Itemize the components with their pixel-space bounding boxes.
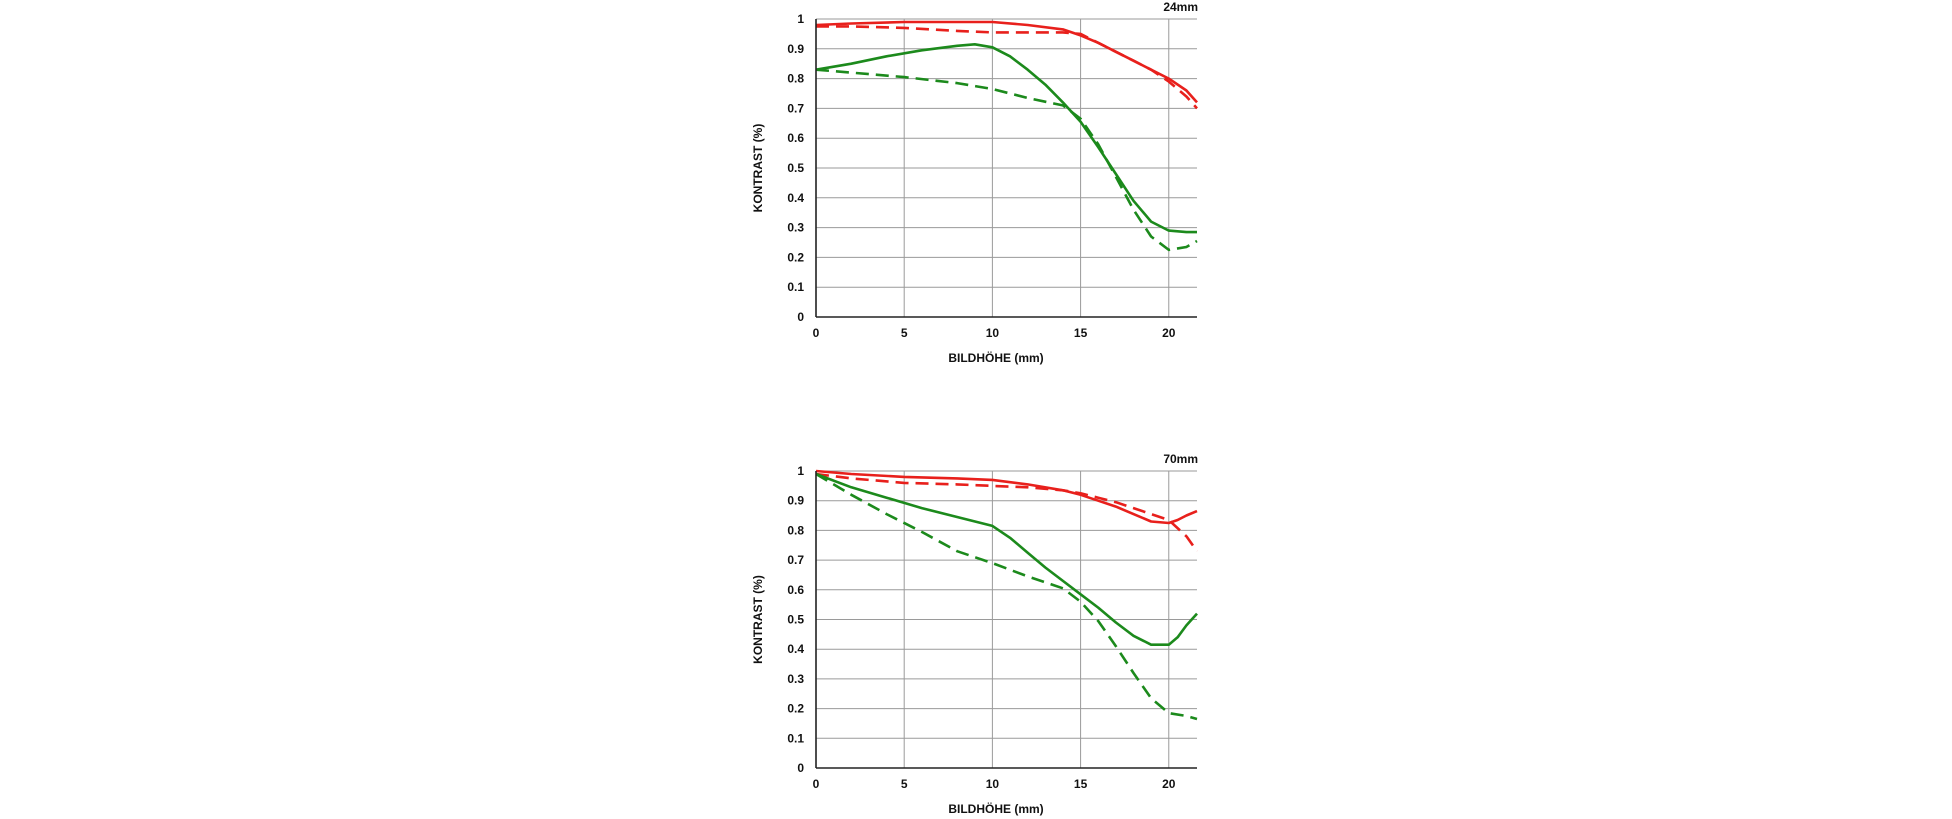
y-tick-label: 1 xyxy=(797,12,804,26)
series-red-dashed xyxy=(815,472,1199,552)
y-tick-label: 0.9 xyxy=(787,42,804,56)
x-tick-label: 20 xyxy=(1162,326,1176,340)
x-axis-label: BILDHÖHE (mm) xyxy=(948,801,1043,816)
x-tick-label: 15 xyxy=(1074,326,1088,340)
series-green-dashed xyxy=(815,68,1198,252)
y-tick-label: 0.3 xyxy=(787,672,804,686)
series-green-dashed xyxy=(815,472,1198,721)
x-tick-label: 5 xyxy=(901,777,908,791)
y-tick-label: 0 xyxy=(797,761,804,775)
x-tick-label: 20 xyxy=(1162,777,1176,791)
x-tick-label: 10 xyxy=(986,326,1000,340)
chart-1: 00.10.20.30.40.50.60.70.80.910 5 10 15 20BIL… xyxy=(751,0,1198,365)
y-tick-label: 0.4 xyxy=(787,191,804,205)
y-tick-label: 0.1 xyxy=(787,280,804,294)
y-tick-label: 0.3 xyxy=(787,221,804,235)
y-tick-label: 0.7 xyxy=(787,553,804,567)
y-tick-label: 0.6 xyxy=(787,131,804,145)
y-tick-label: 0 xyxy=(797,310,804,324)
y-tick-label: 0.2 xyxy=(787,250,804,264)
x-axis-label: BILDHÖHE (mm) xyxy=(948,350,1043,365)
y-tick-label: 0.1 xyxy=(787,731,804,745)
x-tick-label: 0 xyxy=(813,777,820,791)
x-tick-label: 0 xyxy=(813,326,820,340)
y-tick-label: 0.5 xyxy=(787,161,804,175)
y-tick-label: 0.8 xyxy=(787,72,804,86)
y-tick-label: 0.7 xyxy=(787,101,804,115)
series-red-solid xyxy=(815,20,1198,104)
y-tick-label: 0.2 xyxy=(787,702,804,716)
series-green-solid xyxy=(815,43,1197,234)
y-tick-label: 1 xyxy=(797,464,804,478)
series-red-solid xyxy=(815,469,1198,525)
y-axis-label: KONTRAST (%) xyxy=(751,575,765,664)
y-axis-label: KONTRAST (%) xyxy=(751,124,765,213)
y-tick-label: 0.4 xyxy=(787,642,804,656)
y-tick-label: 0.5 xyxy=(787,613,804,627)
y-tick-label: 0.6 xyxy=(787,583,804,597)
series-green-solid xyxy=(815,472,1198,646)
series-red-dashed xyxy=(816,25,1198,110)
chart-title: 70mm xyxy=(1163,452,1198,466)
chart-2: 00.10.20.30.40.50.60.70.80.910 5 10 15 20BIL… xyxy=(751,452,1199,816)
x-tick-label: 10 xyxy=(986,777,1000,791)
x-tick-label: 5 xyxy=(901,326,908,340)
y-tick-label: 0.8 xyxy=(787,523,804,537)
x-tick-label: 15 xyxy=(1074,777,1088,791)
y-tick-label: 0.9 xyxy=(787,494,804,508)
chart-title: 24mm xyxy=(1163,0,1198,14)
